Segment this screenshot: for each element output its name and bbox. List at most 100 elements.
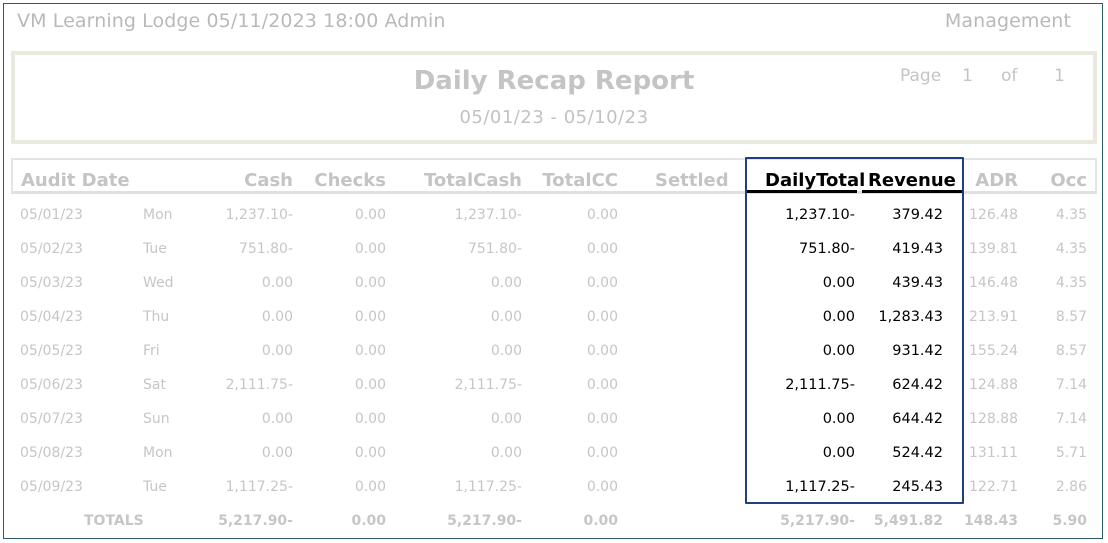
header-management-link[interactable]: Management bbox=[944, 10, 1071, 32]
row-2-cash: 751.80- bbox=[238, 241, 293, 257]
row-7-cash: 0.00 bbox=[261, 411, 293, 427]
row-9-checks: 0.00 bbox=[354, 479, 386, 495]
row-4-total-cc: 0.00 bbox=[586, 309, 618, 325]
row-3-total-cash: 0.00 bbox=[490, 275, 522, 291]
row-1-revenue: 379.42 bbox=[892, 207, 943, 223]
row-8-revenue: 524.42 bbox=[892, 445, 943, 461]
row-4-checks: 0.00 bbox=[354, 309, 386, 325]
row-8-date: 05/08/23 bbox=[20, 445, 83, 461]
row-6-checks: 0.00 bbox=[354, 377, 386, 393]
row-4-revenue: 1,283.43 bbox=[878, 309, 943, 325]
totals-occ: 5.90 bbox=[1052, 513, 1087, 529]
row-6-cash: 2,111.75- bbox=[225, 377, 293, 393]
col-header-occ[interactable]: Occ bbox=[1050, 170, 1087, 191]
totals-adr: 148.43 bbox=[963, 513, 1018, 529]
row-2-revenue: 419.43 bbox=[892, 241, 943, 257]
row-8-adr: 131.11 bbox=[969, 445, 1018, 461]
row-7-adr: 128.88 bbox=[969, 411, 1018, 427]
row-4-adr: 213.91 bbox=[969, 309, 1018, 325]
row-3-day: Wed bbox=[143, 275, 174, 291]
row-4-date: 05/04/23 bbox=[20, 309, 83, 325]
row-5-revenue: 931.42 bbox=[892, 343, 943, 359]
row-2-total-cc: 0.00 bbox=[586, 241, 618, 257]
report-title: Daily Recap Report bbox=[413, 66, 695, 96]
row-2-occ: 4.35 bbox=[1055, 241, 1087, 257]
row-1-checks: 0.00 bbox=[354, 207, 386, 223]
page-label: Page bbox=[900, 66, 942, 86]
row-9-date: 05/09/23 bbox=[20, 479, 83, 495]
col-header-cash[interactable]: Cash bbox=[244, 170, 293, 191]
row-1-daily-total: 1,237.10- bbox=[785, 207, 855, 223]
header-hotel-info: VM Learning Lodge 05/11/2023 18:00 Admin bbox=[17, 10, 446, 32]
row-5-occ: 8.57 bbox=[1055, 343, 1087, 359]
revenue-header-underline bbox=[862, 190, 963, 193]
row-7-occ: 7.14 bbox=[1055, 411, 1087, 427]
row-7-total-cc: 0.00 bbox=[586, 411, 618, 427]
row-4-daily-total: 0.00 bbox=[822, 309, 855, 325]
row-3-checks: 0.00 bbox=[354, 275, 386, 291]
row-1-date: 05/01/23 bbox=[20, 207, 83, 223]
row-6-adr: 124.88 bbox=[969, 377, 1018, 393]
row-9-adr: 122.71 bbox=[969, 479, 1018, 495]
row-8-total-cc: 0.00 bbox=[586, 445, 618, 461]
row-5-total-cash: 0.00 bbox=[490, 343, 522, 359]
col-header-adr[interactable]: ADR bbox=[975, 170, 1018, 191]
row-3-adr: 146.48 bbox=[969, 275, 1018, 291]
row-5-date: 05/05/23 bbox=[20, 343, 83, 359]
col-header-daily-total[interactable]: DailyTotal bbox=[765, 170, 866, 191]
totals-daily-total: 5,217.90- bbox=[780, 513, 855, 529]
column-header-bar bbox=[11, 158, 1097, 194]
row-1-cash: 1,237.10- bbox=[225, 207, 293, 223]
row-7-date: 05/07/23 bbox=[20, 411, 83, 427]
row-5-day: Fri bbox=[143, 343, 160, 359]
col-header-settled[interactable]: Settled bbox=[655, 170, 729, 191]
row-6-day: Sat bbox=[143, 377, 166, 393]
row-3-revenue: 439.43 bbox=[892, 275, 943, 291]
col-header-checks[interactable]: Checks bbox=[314, 170, 386, 191]
row-2-day: Tue bbox=[143, 241, 167, 257]
row-4-occ: 8.57 bbox=[1055, 309, 1087, 325]
row-1-total-cash: 1,237.10- bbox=[454, 207, 522, 223]
row-1-adr: 126.48 bbox=[969, 207, 1018, 223]
totals-total-cash: 5,217.90- bbox=[447, 513, 522, 529]
report-date-range: 05/01/23 - 05/10/23 bbox=[459, 107, 649, 128]
row-9-total-cash: 1,117.25- bbox=[454, 479, 522, 495]
of-label: of bbox=[1001, 66, 1018, 86]
row-5-cash: 0.00 bbox=[261, 343, 293, 359]
totals-checks: 0.00 bbox=[351, 513, 386, 529]
row-7-total-cash: 0.00 bbox=[490, 411, 522, 427]
col-header-revenue[interactable]: Revenue bbox=[868, 170, 956, 191]
row-8-cash: 0.00 bbox=[261, 445, 293, 461]
row-5-daily-total: 0.00 bbox=[822, 343, 855, 359]
column-selection-highlight bbox=[745, 157, 964, 504]
row-9-revenue: 245.43 bbox=[892, 479, 943, 495]
row-2-total-cash: 751.80- bbox=[467, 241, 522, 257]
row-2-checks: 0.00 bbox=[354, 241, 386, 257]
col-header-total-cc[interactable]: TotalCC bbox=[542, 170, 618, 191]
row-6-revenue: 624.42 bbox=[892, 377, 943, 393]
report-frame bbox=[3, 3, 1103, 539]
row-1-occ: 4.35 bbox=[1055, 207, 1087, 223]
page-number: 1 bbox=[962, 66, 973, 86]
row-9-total-cc: 0.00 bbox=[586, 479, 618, 495]
row-6-date: 05/06/23 bbox=[20, 377, 83, 393]
row-6-total-cc: 0.00 bbox=[586, 377, 618, 393]
row-8-day: Mon bbox=[143, 445, 173, 461]
row-9-cash: 1,117.25- bbox=[225, 479, 293, 495]
row-4-cash: 0.00 bbox=[261, 309, 293, 325]
row-6-total-cash: 2,111.75- bbox=[454, 377, 522, 393]
row-8-checks: 0.00 bbox=[354, 445, 386, 461]
page-count: 1 bbox=[1054, 66, 1065, 86]
row-8-daily-total: 0.00 bbox=[822, 445, 855, 461]
row-8-total-cash: 0.00 bbox=[490, 445, 522, 461]
row-7-day: Sun bbox=[143, 411, 170, 427]
col-header-total-cash[interactable]: TotalCash bbox=[423, 170, 522, 191]
row-1-day: Mon bbox=[143, 207, 173, 223]
row-9-day: Tue bbox=[143, 479, 167, 495]
row-3-date: 05/03/23 bbox=[20, 275, 83, 291]
row-7-checks: 0.00 bbox=[354, 411, 386, 427]
row-3-daily-total: 0.00 bbox=[822, 275, 855, 291]
totals-cash: 5,217.90- bbox=[218, 513, 293, 529]
row-3-total-cc: 0.00 bbox=[586, 275, 618, 291]
col-header-audit-date[interactable]: Audit Date bbox=[21, 170, 130, 191]
